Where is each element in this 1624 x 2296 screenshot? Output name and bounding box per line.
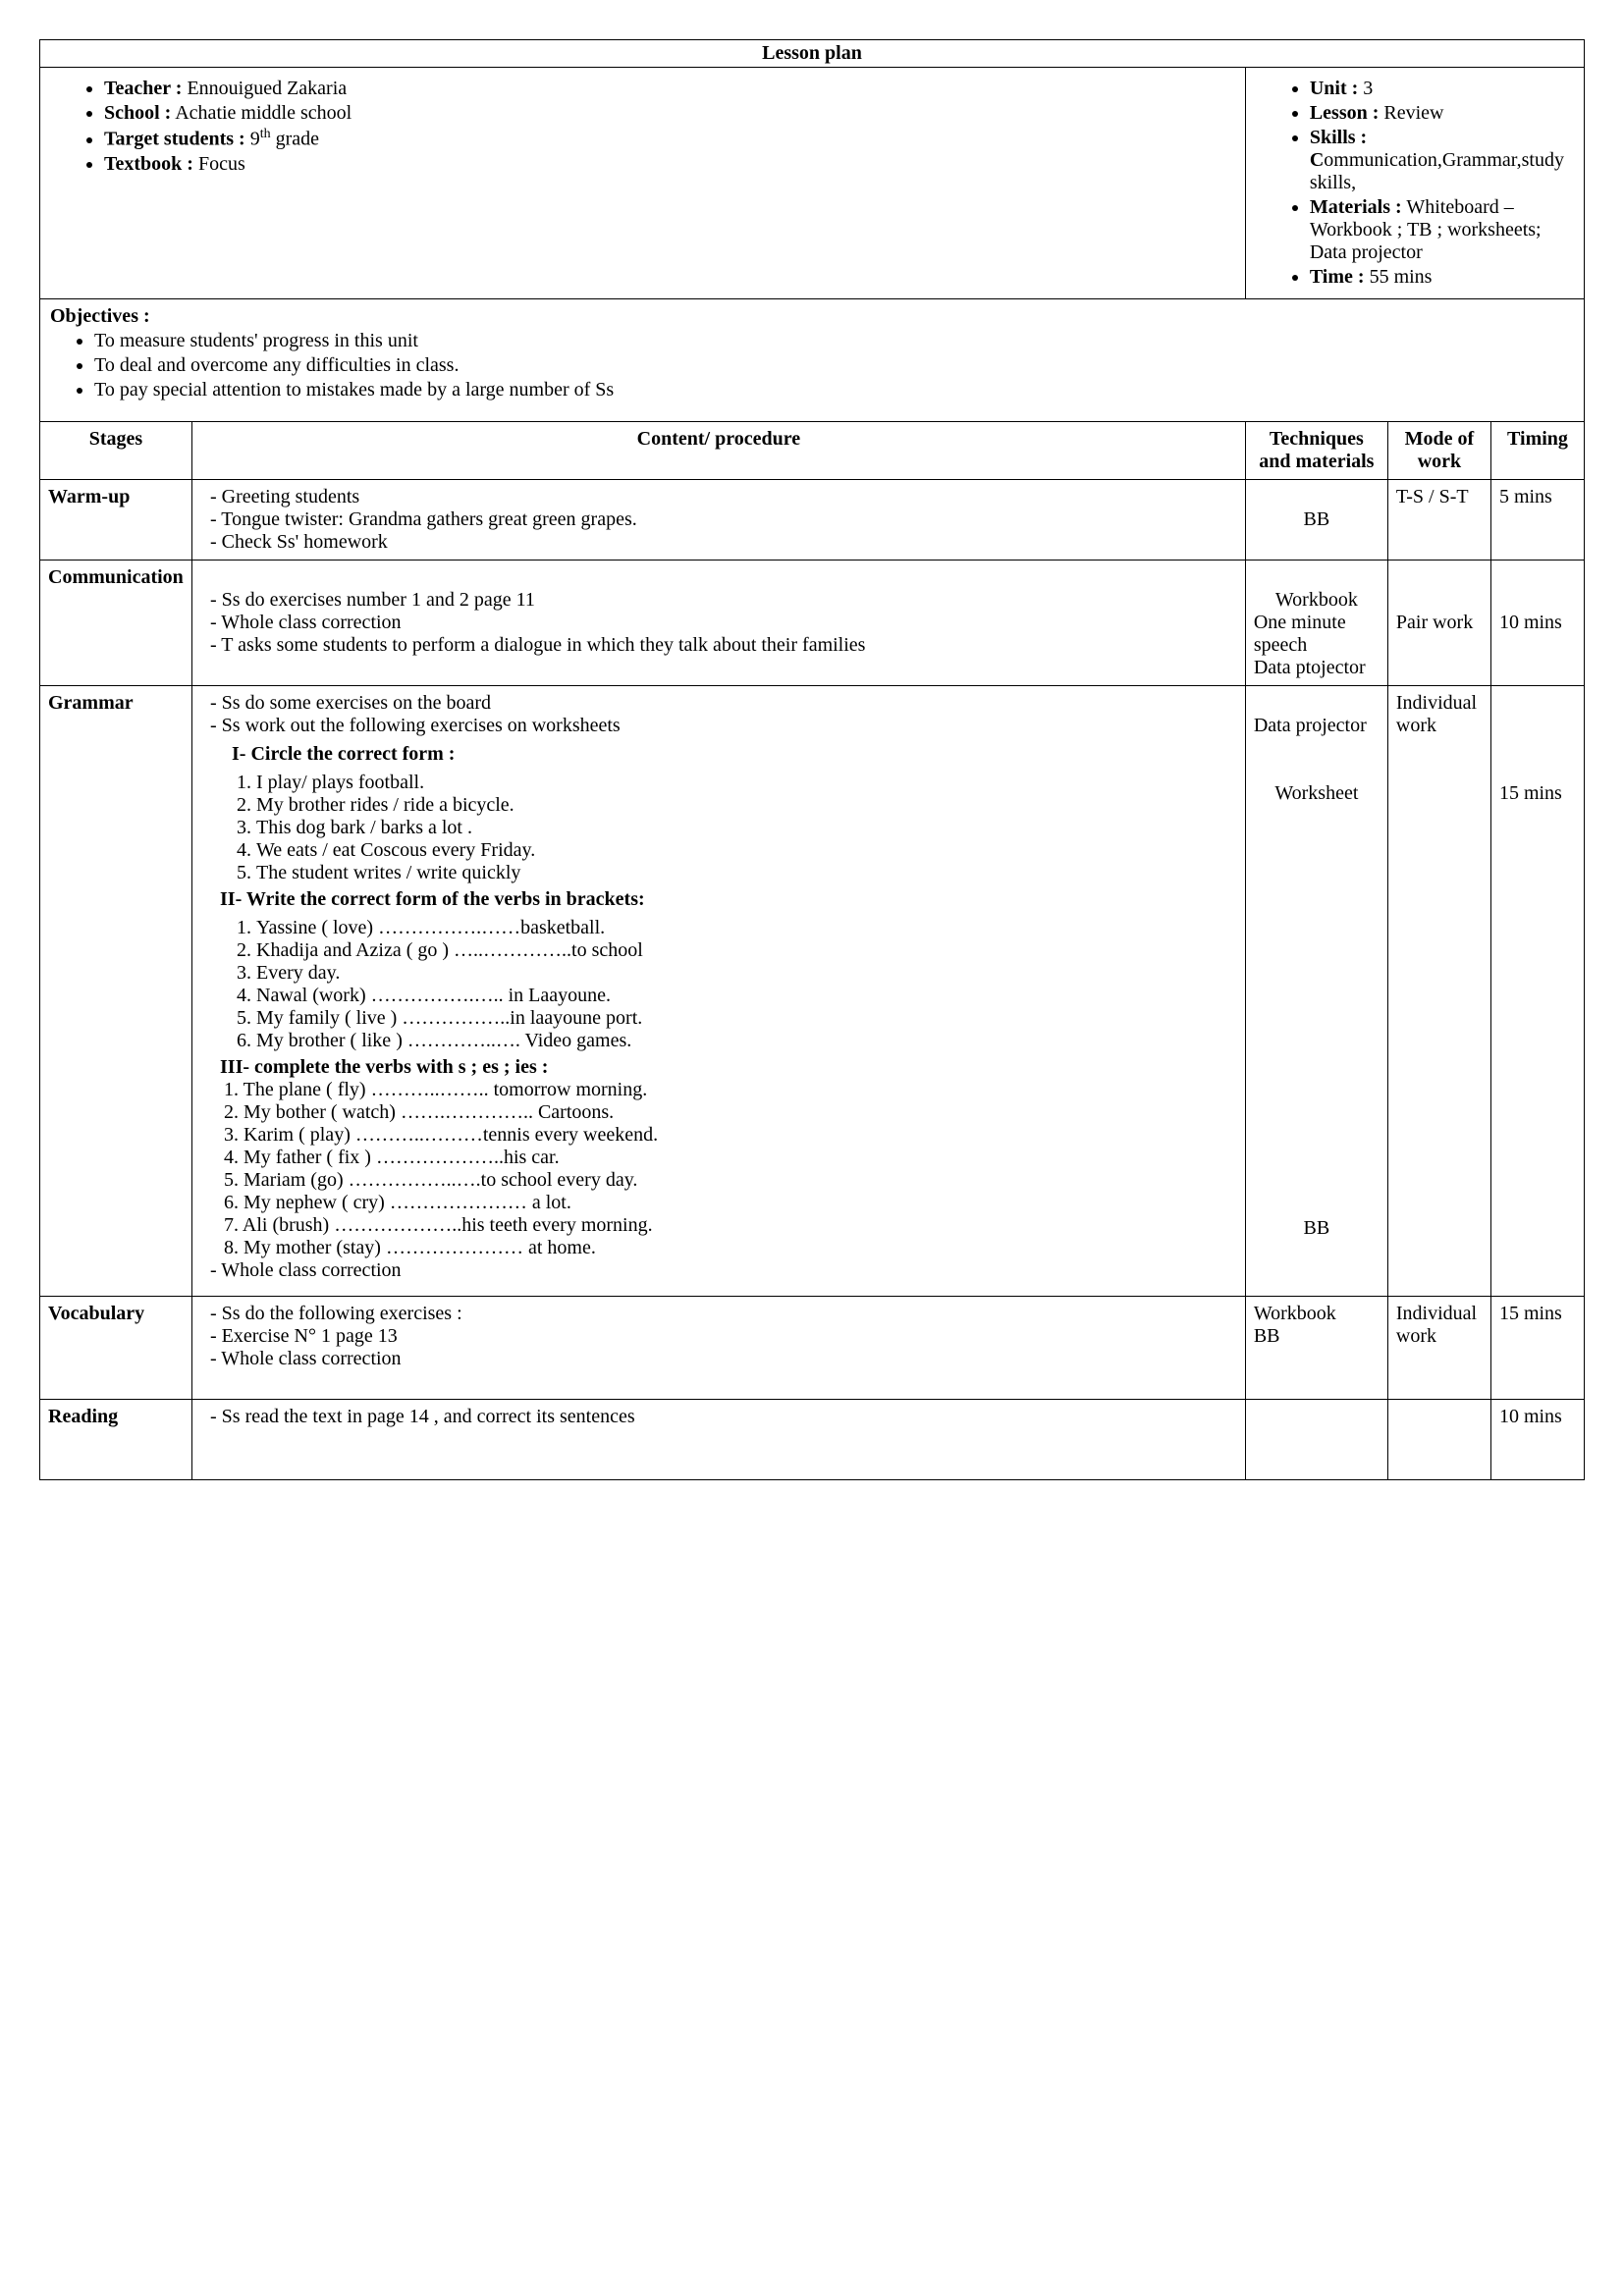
mode-cell: Individual work: [1387, 686, 1490, 1297]
row-grammar: Grammar - Ss do some exercises on the bo…: [40, 686, 1585, 1297]
col-timing: Timing: [1490, 422, 1584, 480]
content-cell: - Ss do the following exercises : - Exer…: [192, 1297, 1246, 1400]
section-i-title: I- Circle the correct form :: [232, 743, 1235, 766]
timing-cell: 15 mins: [1490, 1297, 1584, 1400]
list-iii: 1. The plane ( fly) ………..…….. tomorrow m…: [224, 1079, 1235, 1259]
stage-cell: Warm-up: [40, 480, 192, 561]
tech-cell: [1245, 1400, 1387, 1480]
header-item: Unit : 3: [1310, 78, 1564, 100]
tech-cell: BB: [1245, 480, 1387, 561]
mode-cell: Individual work: [1387, 1297, 1490, 1400]
stage-cell: Vocabulary: [40, 1297, 192, 1400]
tech-cell: Data projector Worksheet BB: [1245, 686, 1387, 1297]
content-cell: - Greeting students - Tongue twister: Gr…: [192, 480, 1246, 561]
objectives-cell: Objectives : To measure students' progre…: [40, 299, 1585, 422]
row-warmup: Warm-up - Greeting students - Tongue twi…: [40, 480, 1585, 561]
row-reading: Reading - Ss read the text in page 14 , …: [40, 1400, 1585, 1480]
list-ii: Yassine ( love) …………….……basketball. Khad…: [256, 917, 1235, 1052]
stage-cell: Communication: [40, 561, 192, 686]
header-item: Textbook : Focus: [104, 153, 1225, 176]
objective-item: To measure students' progress in this un…: [94, 330, 1574, 352]
objectives-label: Objectives :: [50, 305, 1574, 328]
timing-cell: 5 mins: [1490, 480, 1584, 561]
col-content: Content/ procedure: [192, 422, 1246, 480]
timing-cell: 10 mins: [1490, 561, 1584, 686]
mode-cell: T-S / S-T: [1387, 480, 1490, 561]
timing-cell: 10 mins: [1490, 1400, 1584, 1480]
header-item: Materials : Whiteboard – Workbook ; TB ;…: [1310, 196, 1564, 264]
mode-cell: [1387, 1400, 1490, 1480]
stage-cell: Reading: [40, 1400, 192, 1480]
list-i: I play/ plays football. My brother rides…: [256, 772, 1235, 884]
lesson-plan-table: Lesson plan Teacher : Ennouigued Zakaria…: [39, 39, 1585, 1480]
col-mode: Mode of work: [1387, 422, 1490, 480]
row-vocabulary: Vocabulary - Ss do the following exercis…: [40, 1297, 1585, 1400]
col-stages: Stages: [40, 422, 192, 480]
mode-cell: Pair work: [1387, 561, 1490, 686]
stage-cell: Grammar: [40, 686, 192, 1297]
content-cell: - Ss read the text in page 14 , and corr…: [192, 1400, 1246, 1480]
header-item: Lesson : Review: [1310, 102, 1564, 125]
header-item: Teacher : Ennouigued Zakaria: [104, 78, 1225, 100]
objective-item: To deal and overcome any difficulties in…: [94, 354, 1574, 377]
content-cell: - Ss do exercises number 1 and 2 page 11…: [192, 561, 1246, 686]
objective-item: To pay special attention to mistakes mad…: [94, 379, 1574, 401]
section-ii-title: II- Write the correct form of the verbs …: [220, 888, 1235, 911]
section-iii-title: III- complete the verbs with s ; es ; ie…: [220, 1056, 1235, 1079]
header-item: School : Achatie middle school: [104, 102, 1225, 125]
header-left: Teacher : Ennouigued Zakaria School : Ac…: [40, 68, 1246, 299]
title-cell: Lesson plan: [40, 40, 1585, 68]
col-techniques: Techniques and materials: [1245, 422, 1387, 480]
row-communication: Communication - Ss do exercises number 1…: [40, 561, 1585, 686]
timing-cell: 15 mins: [1490, 686, 1584, 1297]
header-item: Time : 55 mins: [1310, 266, 1564, 289]
tech-cell: Workbook BB: [1245, 1297, 1387, 1400]
header-item: Target students : 9th grade: [104, 127, 1225, 151]
tech-cell: Workbook One minute speech Data ptojecto…: [1245, 561, 1387, 686]
content-cell: - Ss do some exercises on the board - Ss…: [192, 686, 1246, 1297]
header-item: Skills : Communication,Grammar,study ski…: [1310, 127, 1564, 194]
header-right: Unit : 3 Lesson : Review Skills : Commun…: [1245, 68, 1584, 299]
